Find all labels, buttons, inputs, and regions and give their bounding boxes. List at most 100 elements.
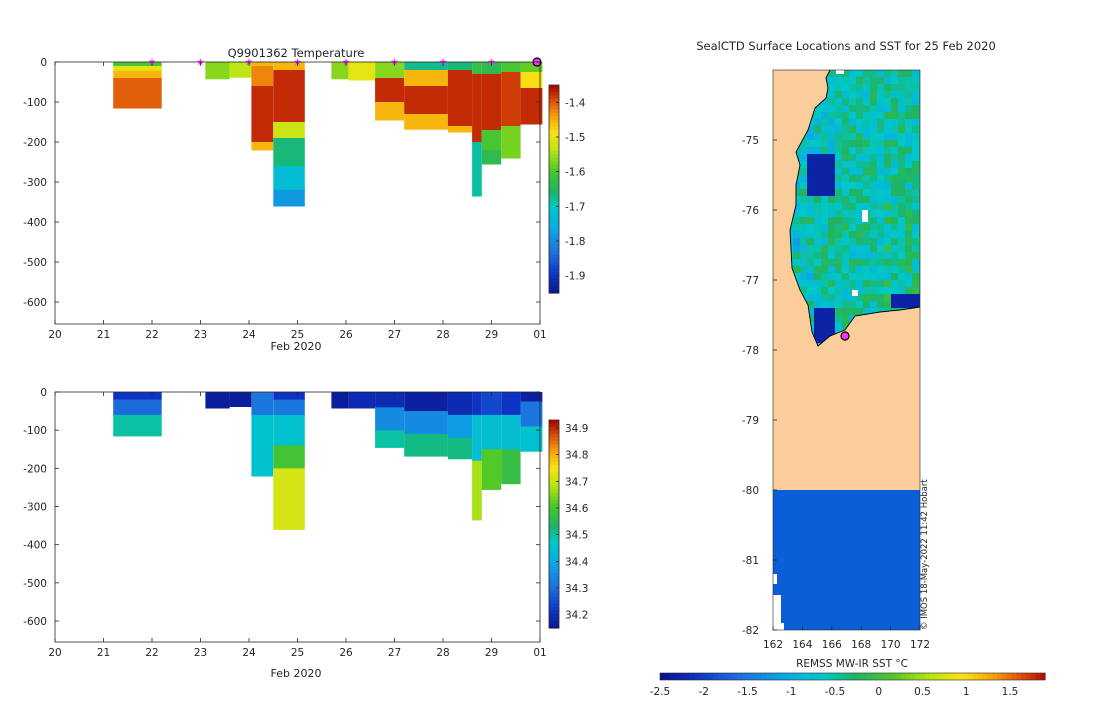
sst-cell bbox=[849, 168, 856, 175]
sst-cell bbox=[800, 175, 807, 182]
x-tick-label: 23 bbox=[194, 647, 207, 659]
y-tick-label: -80 bbox=[742, 485, 759, 497]
colorbar-swatch bbox=[549, 265, 559, 270]
sst-cell bbox=[912, 245, 919, 252]
sst-cell bbox=[849, 210, 856, 217]
sst-cell bbox=[919, 105, 920, 112]
x-tick-label: 01 bbox=[533, 647, 546, 659]
temperature-y-axis: 0 -100 -200 -300 -400 -500 -600 bbox=[23, 57, 540, 309]
sst-cell bbox=[905, 224, 912, 231]
sst-cell bbox=[814, 154, 821, 161]
profile-cell bbox=[251, 62, 274, 67]
colorbar-swatch bbox=[549, 437, 559, 442]
temperature-chart: Q9901362 Temperature 20 21 22 23 24 25 26 27 28 2… bbox=[23, 46, 586, 353]
sst-cell bbox=[919, 182, 920, 189]
colorbar-swatch bbox=[549, 254, 559, 259]
sst-cell bbox=[828, 252, 835, 259]
y-tick-label: 0 bbox=[40, 57, 47, 69]
sst-cell bbox=[821, 147, 828, 154]
sst-cell bbox=[835, 189, 842, 196]
sst-cell bbox=[793, 238, 800, 245]
sst-cell bbox=[919, 294, 920, 301]
sst-cell bbox=[790, 238, 793, 245]
colorbar-swatch bbox=[1040, 673, 1046, 680]
colorbar-swatch bbox=[1025, 673, 1032, 680]
profile-cell bbox=[501, 126, 521, 159]
sst-cell bbox=[828, 287, 835, 294]
sst-cell bbox=[856, 133, 863, 140]
sst-cell bbox=[919, 231, 920, 238]
sst-cell bbox=[870, 294, 877, 301]
profile-cell bbox=[251, 142, 274, 151]
sst-cell bbox=[870, 112, 877, 119]
colorbar-swatch bbox=[948, 673, 955, 680]
no-data-patch bbox=[773, 574, 777, 584]
sst-cell bbox=[800, 245, 807, 252]
sst-cell bbox=[863, 182, 870, 189]
sst-cell bbox=[912, 301, 919, 308]
colorbar-swatch bbox=[963, 673, 969, 680]
sst-cell bbox=[800, 217, 807, 224]
sst-cell bbox=[807, 168, 814, 175]
sst-cell bbox=[828, 105, 835, 112]
sst-cell bbox=[842, 238, 849, 245]
sst-cell bbox=[821, 294, 828, 301]
sst-cell bbox=[898, 252, 905, 259]
sst-cell bbox=[849, 280, 856, 287]
sst-cell bbox=[919, 217, 920, 224]
sst-cell bbox=[842, 266, 849, 273]
sst-cell bbox=[891, 154, 898, 161]
sst-cell bbox=[828, 266, 835, 273]
sst-cell bbox=[807, 182, 814, 189]
profile-cell bbox=[404, 411, 448, 435]
sst-cell bbox=[919, 189, 920, 196]
colorbar-swatch bbox=[780, 673, 786, 680]
colorbar-swatch bbox=[770, 673, 777, 680]
sst-cell bbox=[905, 189, 912, 196]
colorbar-swatch bbox=[549, 234, 559, 239]
sst-cell bbox=[891, 245, 898, 252]
sst-cell bbox=[891, 147, 898, 154]
sst-cell bbox=[849, 259, 856, 266]
sst-cell bbox=[863, 147, 870, 154]
sst-cell bbox=[856, 112, 863, 119]
sst-cell bbox=[842, 315, 849, 322]
sst-cell bbox=[877, 196, 884, 203]
sst-cell bbox=[842, 91, 849, 98]
colorbar-swatch bbox=[549, 150, 559, 155]
sst-cell bbox=[898, 133, 905, 140]
sst-cell bbox=[905, 301, 912, 308]
sst-cell bbox=[877, 252, 884, 259]
profile-cell bbox=[520, 72, 543, 89]
profile-cell bbox=[472, 392, 482, 416]
sst-cell bbox=[912, 140, 919, 147]
sst-cell bbox=[835, 287, 842, 294]
colorbar-swatch bbox=[977, 673, 984, 680]
sst-cell bbox=[912, 273, 919, 280]
colorbar-swatch bbox=[549, 227, 559, 232]
profile-cell bbox=[472, 460, 482, 521]
sst-cell bbox=[814, 126, 821, 133]
colorbar-swatch bbox=[549, 482, 559, 487]
sst-cell bbox=[856, 175, 863, 182]
colorbar-tick-label: -1.6 bbox=[565, 167, 586, 179]
sst-cell bbox=[821, 98, 828, 105]
no-data-patch bbox=[773, 595, 781, 635]
sst-cell bbox=[835, 203, 842, 210]
colorbar-swatch bbox=[549, 530, 559, 535]
sst-cell bbox=[877, 294, 884, 301]
sst-cell bbox=[828, 168, 835, 175]
sst-cell bbox=[842, 287, 849, 294]
sst-cell bbox=[849, 217, 856, 224]
sst-cell bbox=[870, 84, 877, 91]
sst-cell bbox=[814, 196, 821, 203]
no-data-patch bbox=[852, 290, 858, 296]
sst-cell bbox=[863, 140, 870, 147]
sst-cell bbox=[842, 105, 849, 112]
sst-cell bbox=[905, 70, 912, 77]
sst-cell bbox=[905, 259, 912, 266]
sst-cell bbox=[863, 280, 870, 287]
colorbar-swatch bbox=[549, 600, 559, 605]
sst-cell bbox=[842, 168, 849, 175]
sst-cell bbox=[912, 210, 919, 217]
